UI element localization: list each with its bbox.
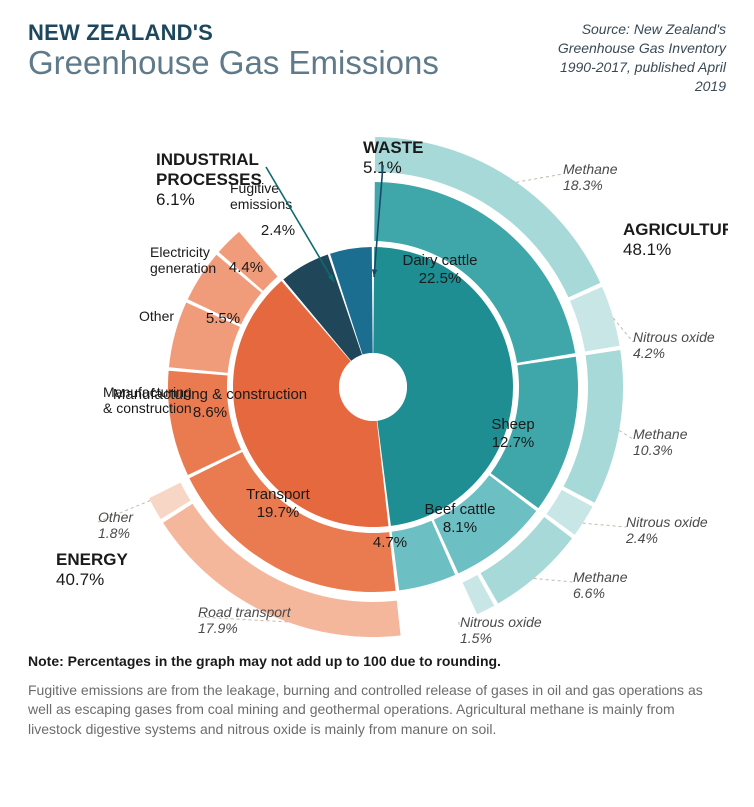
outer-label: Methane	[563, 161, 618, 177]
cat-pct-energy: 40.7%	[56, 570, 104, 589]
cat-label-industrial: INDUSTRIAL	[156, 150, 259, 169]
cat-label-agriculture: AGRICULTURE	[623, 220, 728, 239]
side-label: & construction	[103, 400, 192, 416]
outer-pct: 1.8%	[98, 525, 130, 541]
cat-label-energy: ENERGY	[56, 550, 128, 569]
outer-pct: 18.3%	[563, 177, 603, 193]
outer-label: Nitrous oxide	[626, 514, 708, 530]
mid-pct: 2.4%	[261, 222, 295, 239]
mid-pct: 12.7%	[492, 434, 535, 451]
mid-pct: 5.5%	[206, 310, 240, 327]
mid-label: Beef cattle	[425, 501, 496, 518]
side-label: Other	[139, 308, 174, 324]
note: Note: Percentages in the graph may not a…	[28, 653, 726, 669]
source: Source: New Zealand's Greenhouse Gas Inv…	[526, 20, 726, 96]
note-text: Percentages in the graph may not add up …	[68, 653, 501, 669]
cat-label-waste: WASTE	[363, 138, 423, 157]
center-hole	[339, 353, 407, 421]
outer-slice	[570, 286, 620, 351]
side-label: Electricity	[150, 244, 210, 260]
outer-pct: 4.2%	[633, 345, 665, 361]
footnote: Fugitive emissions are from the leakage,…	[28, 681, 726, 740]
mid-pct: 8.6%	[193, 404, 227, 421]
outer-label: Nitrous oxide	[633, 329, 715, 345]
leader-line	[534, 578, 573, 581]
header: NEW ZEALAND'S Greenhouse Gas Emissions S…	[28, 20, 726, 81]
side-label: generation	[150, 260, 216, 276]
cat-pct-agriculture: 48.1%	[623, 240, 671, 259]
cat-pct-industrial: 6.1%	[156, 190, 195, 209]
mid-pct: 8.1%	[443, 519, 477, 536]
leader-line	[583, 523, 626, 527]
leader-line	[619, 430, 633, 439]
cat-label-industrial: PROCESSES	[156, 170, 262, 189]
mid-label: Sheep	[491, 416, 534, 433]
mid-pct: 22.5%	[419, 270, 462, 287]
leader-line	[516, 174, 563, 182]
outer-pct: 17.9%	[198, 620, 238, 636]
outer-label: Nitrous oxide	[460, 614, 542, 630]
mid-pct: 4.4%	[229, 259, 263, 276]
outer-pct: 10.3%	[633, 442, 673, 458]
mid-pct: 19.7%	[257, 504, 300, 521]
sunburst-chart: Dairy cattle22.5%Sheep12.7%Beef cattle8.…	[28, 87, 728, 647]
outer-pct: 2.4%	[625, 530, 658, 546]
side-label: Manufacturing	[103, 384, 192, 400]
outer-label: Methane	[633, 426, 688, 442]
outer-label: Methane	[573, 569, 628, 585]
mid-label: Transport	[246, 486, 310, 503]
outer-pct: 6.6%	[573, 585, 605, 601]
side-label: emissions	[230, 196, 292, 212]
note-label: Note:	[28, 653, 64, 669]
mid-pct: 4.7%	[373, 534, 407, 551]
chart-container: NEW ZEALAND'S Greenhouse Gas Emissions S…	[0, 0, 754, 763]
source-label: Source	[582, 21, 626, 37]
outer-label: Road transport	[198, 604, 292, 620]
outer-pct: 1.5%	[460, 630, 492, 646]
outer-label: Other	[98, 509, 134, 525]
mid-label: Dairy cattle	[402, 252, 477, 269]
